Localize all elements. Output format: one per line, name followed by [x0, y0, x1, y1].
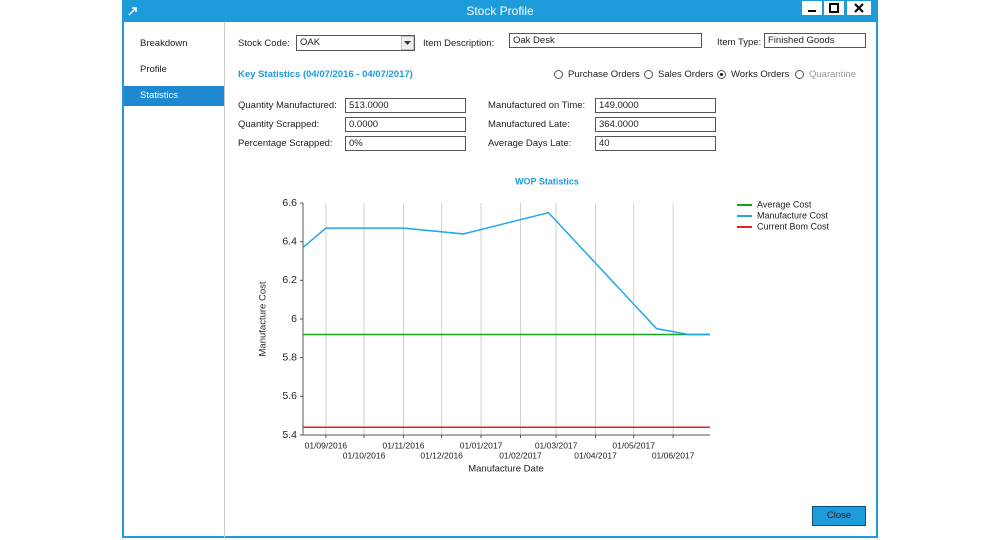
radio-button — [795, 70, 804, 79]
y-tick-label: 5.4 — [282, 429, 297, 441]
app-icon — [128, 7, 137, 16]
x-tick-label: 01/09/2016 — [305, 440, 348, 450]
y-tick-label: 5.8 — [282, 351, 297, 363]
x-tick-label: 01/02/2017 — [499, 450, 542, 460]
stock-code-label: Stock Code: — [238, 38, 290, 49]
x-tick-label: 01/01/2017 — [460, 440, 503, 450]
sidebar-item[interactable]: Profile — [140, 64, 167, 75]
stat-value[interactable]: 513.0000 — [345, 98, 466, 113]
x-tick-label: 01/05/2017 — [612, 440, 655, 450]
chart-title: WOP Statistics — [515, 176, 579, 186]
legend-label: Manufacture Cost — [757, 210, 829, 220]
close-button[interactable]: Close — [812, 506, 866, 526]
stat-label: Quantity Manufactured: — [238, 100, 337, 111]
maximize-button[interactable] — [824, 1, 844, 15]
stat-value[interactable]: 364.0000 — [595, 117, 716, 132]
window-title: Stock Profile — [466, 4, 534, 18]
stat-label: Average Days Late: — [488, 138, 572, 149]
legend-label: Average Cost — [757, 199, 812, 209]
close-window-button[interactable] — [847, 1, 871, 15]
x-tick-label: 01/04/2017 — [574, 450, 617, 460]
dropdown-arrow — [401, 36, 414, 50]
radio-label: Quarantine — [809, 69, 857, 80]
stat-label: Quantity Scrapped: — [238, 119, 320, 130]
stock-code-select[interactable]: OAK — [296, 35, 415, 51]
item-type-label: Item Type: — [717, 37, 762, 48]
stat-value[interactable]: 40 — [595, 136, 716, 151]
stat-value[interactable]: 0% — [345, 136, 466, 151]
sidebar-item[interactable]: Breakdown — [140, 38, 188, 49]
item-description-input[interactable]: Oak Desk — [509, 33, 702, 48]
key-statistics-heading: Key Statistics (04/07/2016 - 04/07/2017) — [238, 69, 413, 80]
y-axis-label: Manufacture Cost — [258, 281, 269, 356]
window — [122, 0, 878, 538]
radio-button[interactable] — [644, 70, 653, 79]
y-tick-label: 6.4 — [282, 235, 297, 247]
minimize-button[interactable] — [802, 1, 822, 15]
x-tick-label: 01/12/2016 — [420, 450, 463, 460]
y-tick-label: 6 — [291, 313, 297, 325]
series-line — [302, 211, 710, 336]
x-tick-label: 01/06/2017 — [652, 450, 695, 460]
stat-value[interactable]: 149.0000 — [595, 98, 716, 113]
y-tick-label: 5.6 — [282, 390, 297, 402]
x-tick-label: 01/03/2017 — [535, 440, 578, 450]
radio-button[interactable] — [717, 70, 726, 79]
y-tick-label: 6.2 — [282, 274, 297, 286]
stat-label: Manufactured on Time: — [488, 100, 586, 111]
stat-value[interactable]: 0.0000 — [345, 117, 466, 132]
stock-code-value: OAK — [300, 37, 321, 48]
sidebar: Breakdown Profile Statistics — [124, 22, 225, 538]
y-tick-label: 6.6 — [282, 197, 297, 209]
stat-label: Percentage Scrapped: — [238, 138, 333, 149]
sidebar-item[interactable]: Statistics — [124, 86, 224, 106]
item-description-label: Item Description: — [423, 38, 495, 49]
radio-label: Purchase Orders — [568, 69, 640, 80]
x-axis-label: Manufacture Date — [468, 464, 544, 475]
radio-label: Sales Orders — [658, 69, 714, 80]
radio-button[interactable] — [554, 70, 563, 79]
x-tick-label: 01/11/2016 — [383, 440, 425, 450]
item-type-input[interactable]: Finished Goods — [764, 33, 866, 48]
title-bar: Stock Profile — [122, 0, 878, 22]
radio-label: Works Orders — [731, 69, 790, 80]
chart: WOP Statistics Manufacture Date Manufact… — [258, 176, 830, 475]
legend-label: Current Bom Cost — [757, 221, 830, 231]
x-tick-label: 01/10/2016 — [343, 450, 386, 460]
stat-label: Manufactured Late: — [488, 119, 570, 130]
